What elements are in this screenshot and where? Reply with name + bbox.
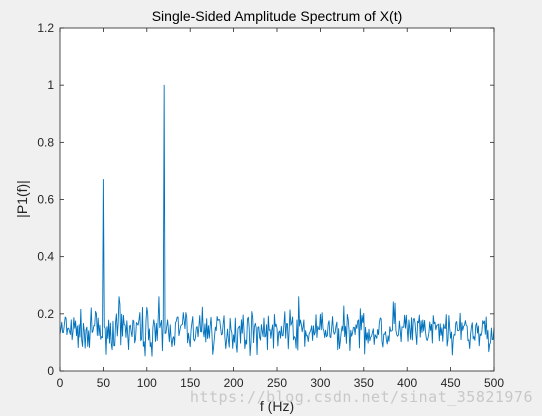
x-tick-label: 0	[57, 376, 64, 390]
x-tick-label: 200	[224, 376, 244, 390]
x-tick-label: 300	[310, 376, 330, 390]
y-tick-label: 0	[47, 364, 54, 378]
x-tick-label: 350	[354, 376, 374, 390]
plot-area	[59, 84, 495, 357]
x-axis-label: f (Hz)	[260, 398, 294, 414]
y-tick-label: 0.2	[37, 307, 54, 321]
y-tick-label: 0.4	[37, 250, 54, 264]
x-tick-label: 150	[180, 376, 200, 390]
chart-title: Single-Sided Amplitude Spectrum of X(t)	[152, 8, 403, 24]
x-tick-label: 50	[97, 376, 111, 390]
x-axis-ticks: 0 50 100 150 200 250 300 350 400 450 500	[57, 28, 504, 390]
y-axis-label: |P1(f)|	[14, 180, 30, 218]
axes-background	[60, 28, 494, 371]
x-tick-label: 500	[484, 376, 504, 390]
x-tick-label: 450	[441, 376, 461, 390]
x-tick-label: 400	[397, 376, 417, 390]
y-axis-ticks: 0 0.2 0.4 0.6 0.8 1 1.2	[37, 21, 494, 378]
y-tick-label: 1	[47, 78, 54, 92]
y-tick-label: 0.8	[37, 135, 54, 149]
spectrum-line	[59, 84, 495, 357]
x-tick-label: 250	[267, 376, 287, 390]
watermark-text: https://blog.csdn.net/sinat_35821976	[190, 388, 533, 406]
x-tick-label: 100	[137, 376, 157, 390]
y-tick-label: 0.6	[37, 193, 54, 207]
y-tick-label: 1.2	[37, 21, 54, 35]
